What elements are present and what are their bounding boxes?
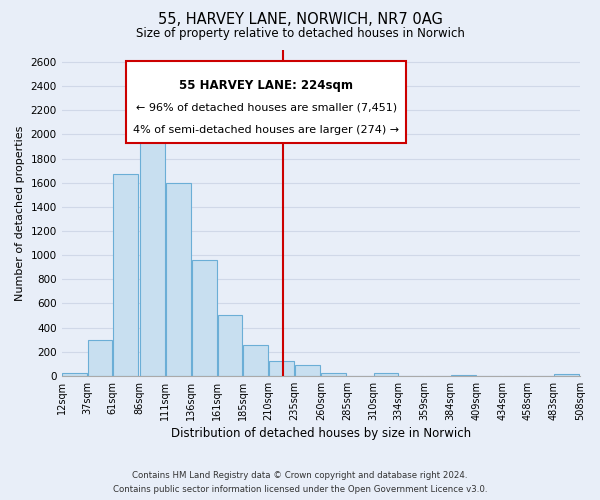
Text: Contains HM Land Registry data © Crown copyright and database right 2024.
Contai: Contains HM Land Registry data © Crown c…	[113, 472, 487, 494]
Text: 4% of semi-detached houses are larger (274) →: 4% of semi-detached houses are larger (2…	[133, 125, 400, 135]
X-axis label: Distribution of detached houses by size in Norwich: Distribution of detached houses by size …	[171, 427, 471, 440]
Text: 55 HARVEY LANE: 224sqm: 55 HARVEY LANE: 224sqm	[179, 80, 353, 92]
Bar	[269, 362, 294, 376]
Bar	[166, 182, 191, 376]
Bar	[374, 374, 398, 376]
Y-axis label: Number of detached properties: Number of detached properties	[15, 125, 25, 300]
Bar	[322, 373, 346, 376]
FancyBboxPatch shape	[127, 62, 406, 143]
Bar	[192, 260, 217, 376]
Bar	[451, 374, 476, 376]
Bar	[113, 174, 139, 376]
Bar	[243, 345, 268, 376]
Bar	[88, 340, 112, 376]
Bar	[554, 374, 580, 376]
Text: 55, HARVEY LANE, NORWICH, NR7 0AG: 55, HARVEY LANE, NORWICH, NR7 0AG	[158, 12, 442, 28]
Text: Size of property relative to detached houses in Norwich: Size of property relative to detached ho…	[136, 28, 464, 40]
Text: ← 96% of detached houses are smaller (7,451): ← 96% of detached houses are smaller (7,…	[136, 102, 397, 112]
Bar	[140, 119, 164, 376]
Bar	[295, 365, 320, 376]
Bar	[218, 315, 242, 376]
Bar	[62, 374, 87, 376]
